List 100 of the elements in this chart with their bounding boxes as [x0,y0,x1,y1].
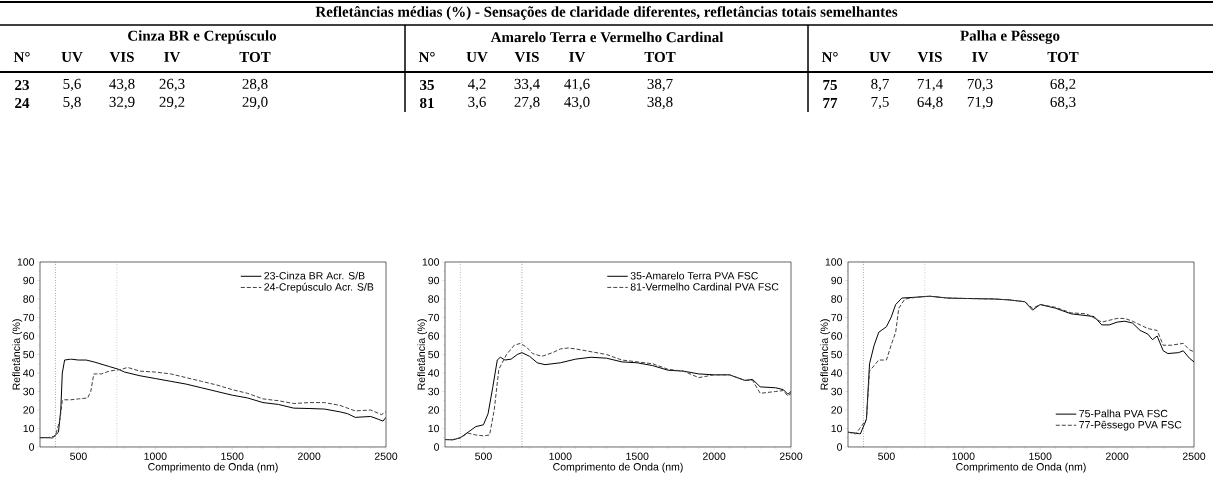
text: 5,8 [63,96,81,110]
y-tick-label: 60 [23,332,35,340]
text: Refletâncias médias (%) - Sensações de claridade diferentes, refletâncias totais semelhantes [315,6,898,20]
legend-label: 24-Crepúsculo Acr. S/B [264,282,374,293]
x-tick-label: 2500 [374,452,398,460]
chart-subtitle: Amarelo Terra e Vermelho Cardinal [490,31,724,43]
y-tick-label: 20 [428,406,440,414]
y-tick-label: 20 [23,406,35,414]
x-axis-title: Comprimento de Onda (nm) [553,462,683,473]
y-tick-label: 50 [23,350,35,359]
x-tick-label: 2500 [779,452,803,460]
y-tick-label: 30 [428,387,440,396]
y-tick-label: 10 [23,424,35,433]
text: UV [61,51,83,63]
x-tick-label: 500 [475,452,492,460]
x-tick-label: 2000 [1105,452,1129,460]
y-tick-label: 50 [428,350,440,359]
y-tick-label: 90 [23,276,35,285]
text: 27,8 [514,96,540,110]
y-axis-title: Refletância (%) [12,319,23,390]
y-tick-label: 60 [428,332,440,340]
text: N° [418,52,435,62]
text: 38,8 [647,96,673,110]
y-tick-label: 80 [428,295,440,303]
legend-label: 77-Pêssego PVA FSC [1079,420,1182,431]
text: VIS [917,51,942,63]
x-tick-label: 1000 [144,452,167,460]
y-tick-label: 20 [831,406,843,414]
legend-label: 23-Cinza BR Acr. S/B [264,271,365,280]
text: 68,2 [1050,78,1076,92]
y-tick-label: 30 [831,387,843,396]
text: 29,2 [159,96,185,110]
text: 71,9 [967,96,993,110]
text: TOT [644,51,676,63]
text: 64,8 [917,96,943,110]
y-tick-label: 100 [825,258,843,266]
text: 28,8 [242,78,268,92]
x-tick-label: 1000 [549,452,572,460]
y-tick-label: 70 [428,313,440,322]
y-tick-label: 10 [428,424,440,433]
text: 33,4 [514,78,540,92]
text: 7,5 [871,96,889,110]
text: 3,6 [468,96,486,110]
text: IV [164,51,181,63]
y-tick-label: 80 [23,295,35,303]
y-tick-label: 90 [428,276,440,285]
x-tick-label: 2000 [297,452,321,460]
text: 29,0 [242,96,268,110]
text: N° [821,52,838,62]
x-tick-label: 500 [878,452,895,460]
y-tick-label: 40 [831,369,843,377]
text: 75 [823,80,837,90]
text: 43,0 [564,96,590,110]
x-tick-label: 2500 [1182,452,1206,460]
text: 8,7 [871,78,889,92]
y-tick-label: 70 [23,313,35,322]
text: 5,6 [63,78,81,92]
x-axis-title: Comprimento de Onda (nm) [148,462,278,473]
text: 26,3 [159,78,185,92]
text: 23 [15,79,29,91]
y-axis-title: Refletância (%) [820,319,831,390]
text: VIS [109,51,134,63]
chart-subtitle: Cinza BR e Crepúsculo [128,30,277,44]
text: 71,4 [917,78,943,92]
y-tick-label: 10 [831,424,843,433]
text: TOT [239,51,271,63]
y-tick-label: 100 [422,258,440,266]
x-axis-title: Comprimento de Onda (nm) [956,462,1086,473]
text: N° [13,52,30,62]
x-tick-label: 1500 [221,452,244,460]
y-tick-label: 0 [434,443,440,451]
text: 70,3 [967,78,993,92]
text: 77 [823,98,838,108]
text: 35 [420,79,434,91]
text: IV [569,51,586,63]
x-tick-label: 2000 [702,452,726,460]
text: 38,7 [647,78,673,92]
legend-label: 35-Amarelo Terra PVA FSC [630,271,759,280]
text: 43,8 [109,78,135,92]
text: UV [466,51,488,63]
y-axis-title: Refletância (%) [417,319,428,390]
y-tick-label: 0 [29,443,35,451]
y-tick-label: 60 [831,332,843,340]
text: 32,9 [109,96,135,110]
text: IV [972,51,989,63]
legend-label: 75-Palha PVA FSC [1079,409,1168,418]
y-tick-label: 90 [831,276,843,285]
text: TOT [1047,51,1079,63]
text: 24 [15,98,30,108]
text: 68,3 [1050,96,1076,110]
y-tick-label: 100 [17,258,35,266]
text: UV [869,51,891,63]
x-tick-label: 1500 [626,452,649,460]
text: 41,6 [564,78,590,92]
y-tick-label: 40 [23,369,35,377]
y-tick-label: 50 [831,350,843,359]
y-tick-label: 70 [831,313,843,322]
text: 4,2 [467,78,486,92]
text: 81 [420,97,434,109]
text: VIS [514,51,539,63]
